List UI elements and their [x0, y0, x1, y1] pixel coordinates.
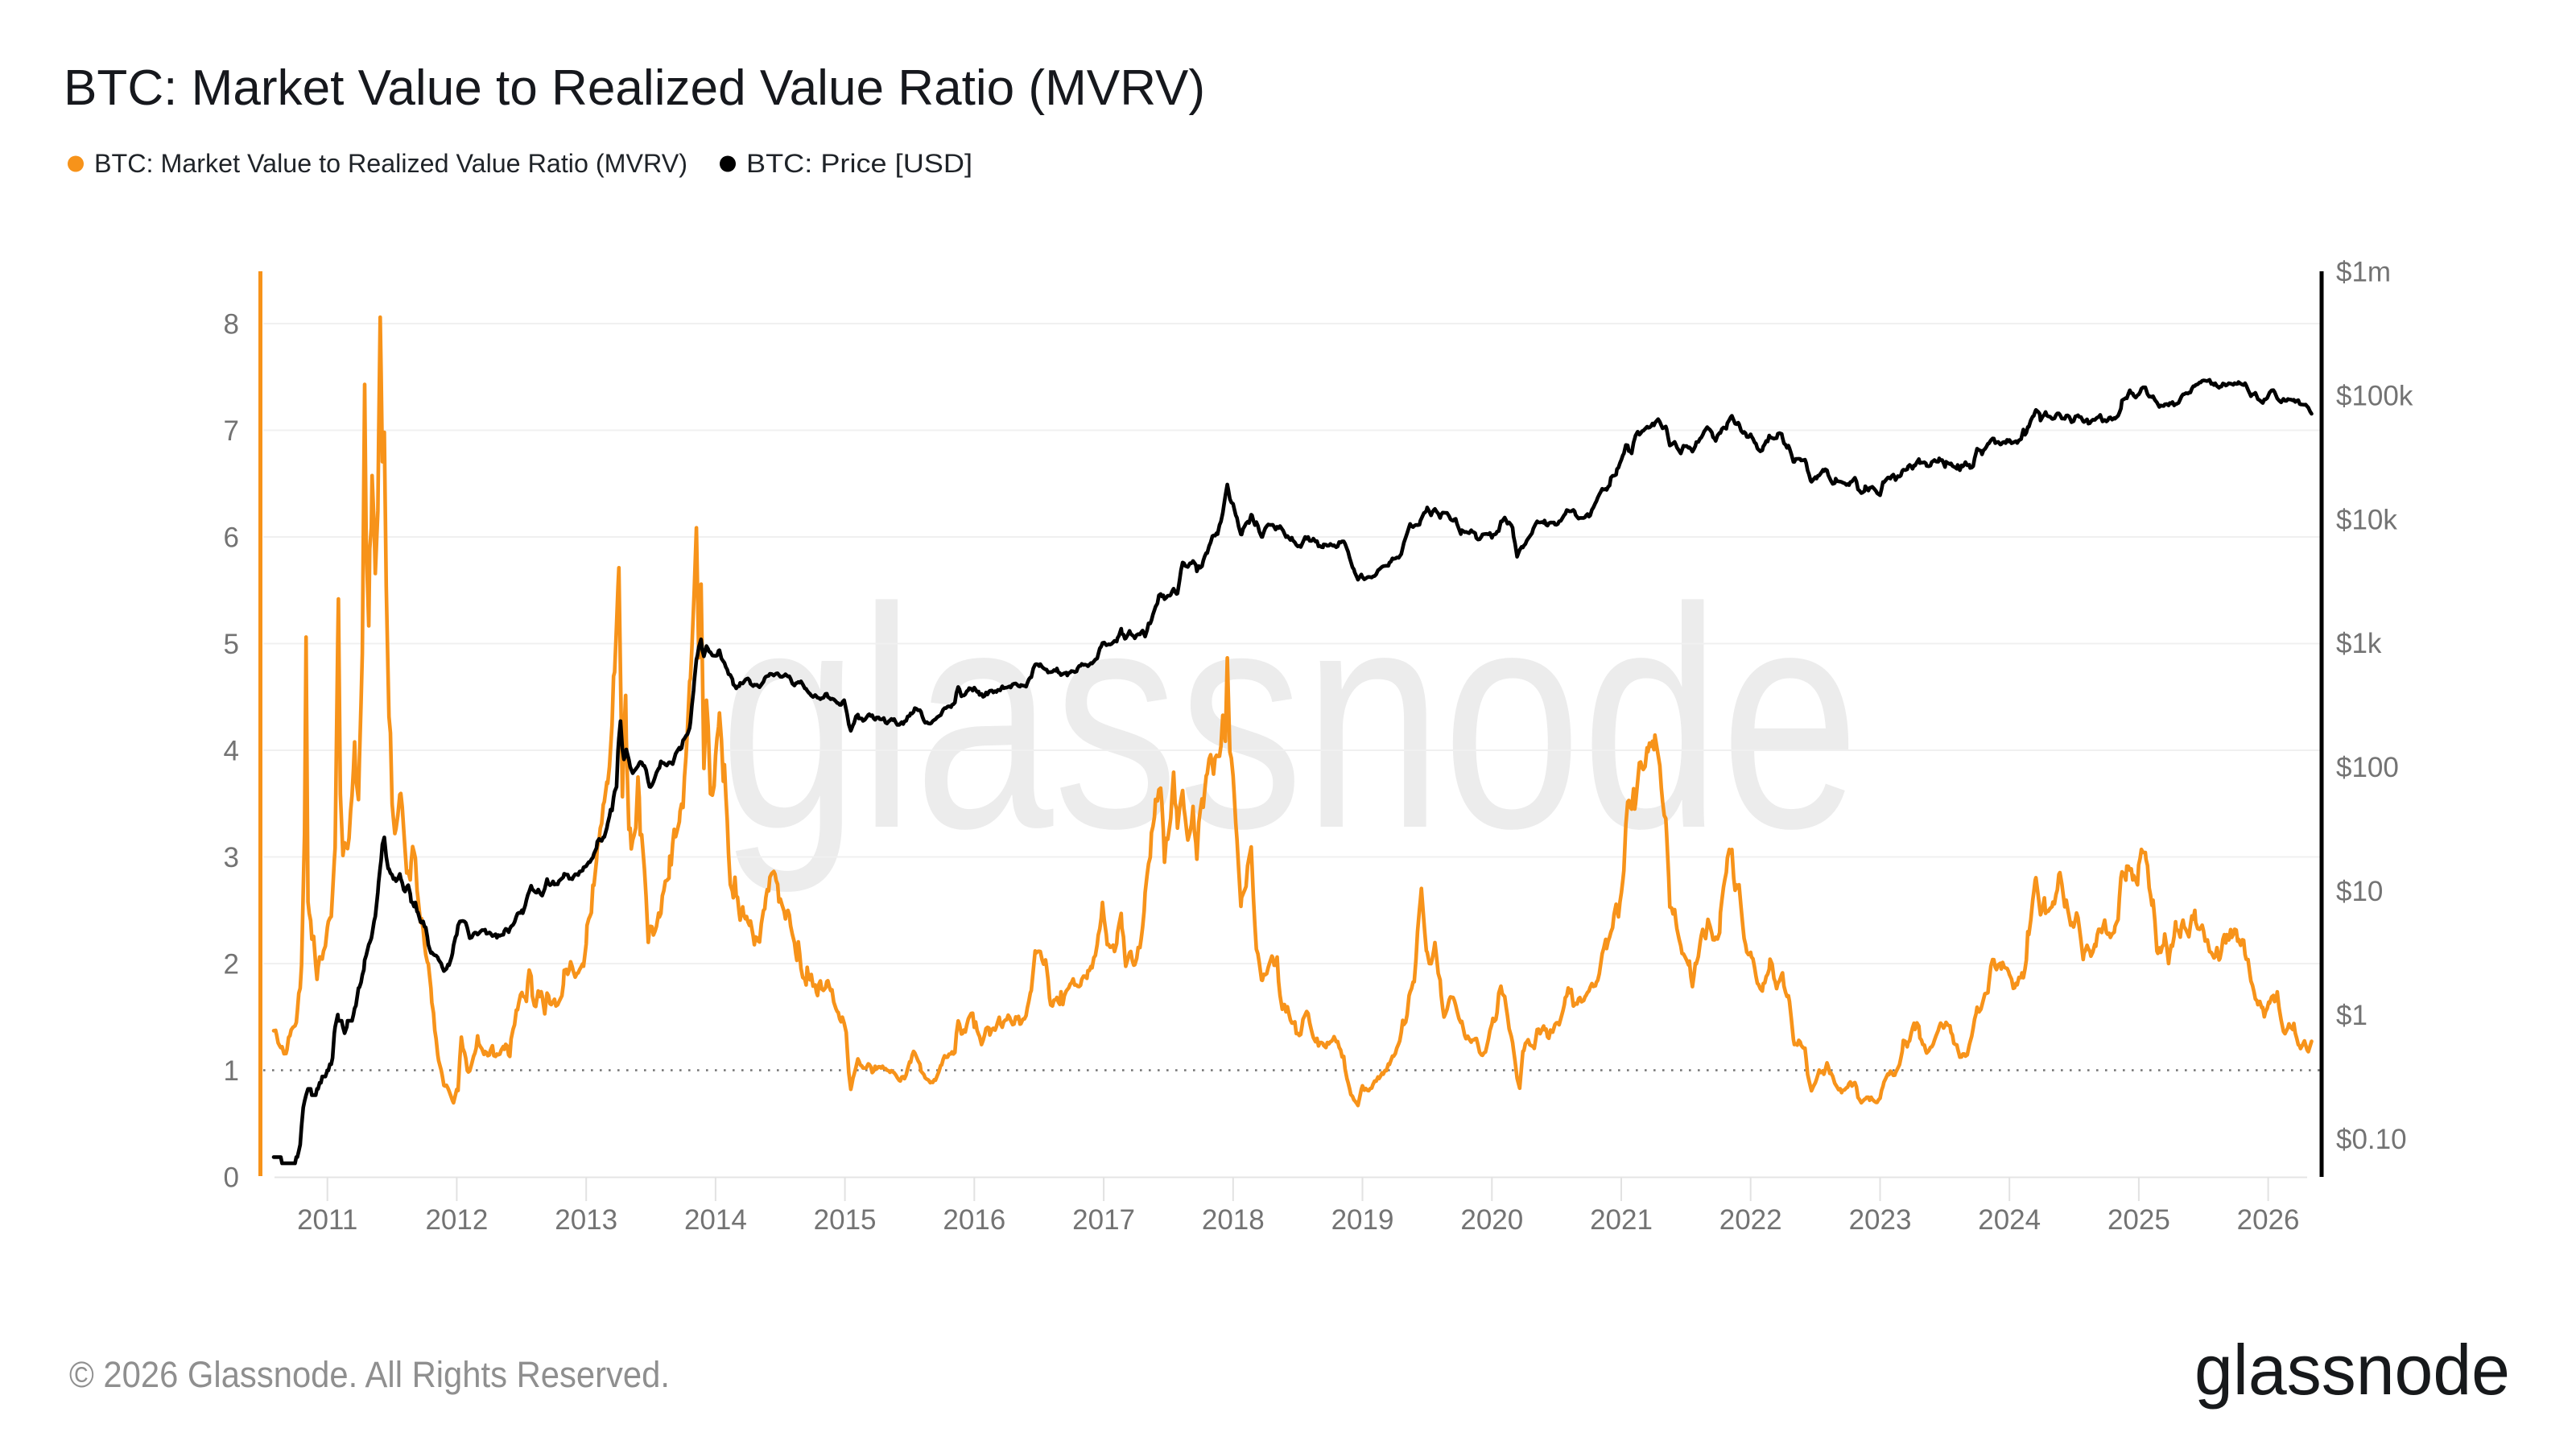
svg-text:7: 7 — [224, 415, 239, 447]
svg-text:3: 3 — [224, 842, 239, 873]
svg-text:2023: 2023 — [1849, 1204, 1912, 1236]
svg-text:1: 1 — [224, 1055, 239, 1087]
svg-text:$100: $100 — [2336, 752, 2399, 783]
svg-text:2025: 2025 — [2107, 1204, 2170, 1236]
svg-text:8: 8 — [224, 309, 239, 341]
svg-text:$10: $10 — [2336, 876, 2383, 907]
svg-text:BTC: Price [USD]: BTC: Price [USD] — [746, 149, 972, 178]
svg-text:2021: 2021 — [1590, 1204, 1653, 1236]
svg-text:2024: 2024 — [1978, 1204, 2041, 1236]
svg-text:2015: 2015 — [814, 1204, 877, 1236]
svg-text:2011: 2011 — [297, 1204, 357, 1236]
svg-text:BTC: Market Value to Realized: BTC: Market Value to Realized Value Rati… — [64, 60, 1205, 116]
svg-text:glassnode: glassnode — [2194, 1330, 2510, 1410]
svg-text:2012: 2012 — [425, 1204, 488, 1236]
svg-text:2014: 2014 — [684, 1204, 747, 1236]
svg-text:2020: 2020 — [1460, 1204, 1523, 1236]
svg-text:2019: 2019 — [1331, 1204, 1394, 1236]
svg-text:BTC: Market Value to Realized: BTC: Market Value to Realized Value Rati… — [94, 149, 687, 178]
svg-text:2016: 2016 — [943, 1204, 1005, 1236]
svg-text:4: 4 — [224, 736, 239, 767]
svg-text:2013: 2013 — [555, 1204, 617, 1236]
svg-text:$0.10: $0.10 — [2336, 1124, 2407, 1155]
svg-text:$1: $1 — [2336, 1000, 2368, 1031]
svg-text:0: 0 — [224, 1162, 239, 1194]
svg-text:2017: 2017 — [1072, 1204, 1135, 1236]
svg-text:$1k: $1k — [2336, 628, 2382, 659]
svg-text:$10k: $10k — [2336, 504, 2397, 535]
svg-text:5: 5 — [224, 629, 239, 660]
svg-text:2026: 2026 — [2237, 1204, 2300, 1236]
svg-text:© 2026 Glassnode. All Rights R: © 2026 Glassnode. All Rights Reserved. — [69, 1354, 670, 1395]
svg-text:$1m: $1m — [2336, 257, 2391, 288]
svg-text:glassnode: glassnode — [720, 543, 1860, 895]
svg-text:2018: 2018 — [1202, 1204, 1265, 1236]
svg-text:2: 2 — [224, 949, 239, 980]
svg-text:$100k: $100k — [2336, 380, 2413, 411]
svg-text:6: 6 — [224, 522, 239, 554]
svg-text:2022: 2022 — [1719, 1204, 1782, 1236]
